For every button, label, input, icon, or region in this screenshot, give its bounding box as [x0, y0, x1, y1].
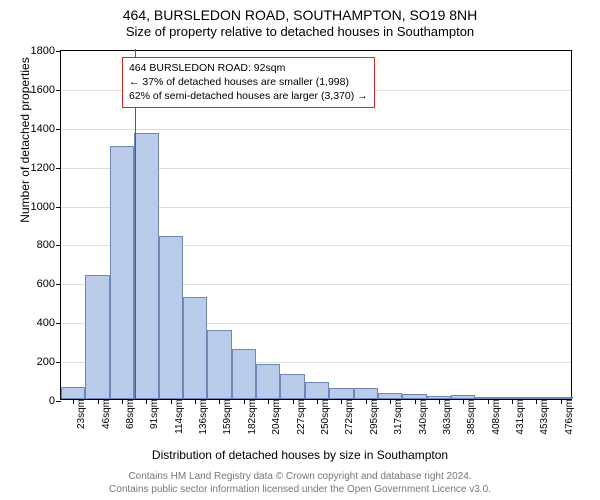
x-tick-label: 136sqm	[196, 399, 209, 435]
x-tick-mark	[219, 399, 220, 404]
x-tick-label: 46sqm	[99, 399, 112, 429]
histogram-bar	[207, 330, 231, 399]
x-tick-label: 91sqm	[147, 399, 160, 429]
y-tick-mark	[56, 245, 61, 246]
x-tick-mark	[293, 399, 294, 404]
x-tick-mark	[171, 399, 172, 404]
x-tick-mark	[439, 399, 440, 404]
grid-line	[61, 129, 571, 130]
y-tick-mark	[56, 323, 61, 324]
y-tick-mark	[56, 284, 61, 285]
x-tick-mark	[415, 399, 416, 404]
x-tick-label: 227sqm	[294, 399, 307, 435]
page-title: 464, BURSLEDON ROAD, SOUTHAMPTON, SO19 8…	[0, 0, 600, 24]
x-tick-label: 204sqm	[269, 399, 282, 435]
x-tick-mark	[390, 399, 391, 404]
x-tick-mark	[122, 399, 123, 404]
histogram-bar	[354, 388, 378, 399]
histogram-bar	[305, 382, 329, 400]
x-tick-label: 363sqm	[440, 399, 453, 435]
x-tick-mark	[512, 399, 513, 404]
x-tick-label: 408sqm	[489, 399, 502, 435]
x-tick-mark	[195, 399, 196, 404]
histogram-plot: 02004006008001000120014001600180023sqm46…	[60, 50, 572, 400]
x-tick-mark	[561, 399, 562, 404]
y-tick-mark	[56, 90, 61, 91]
histogram-bar	[232, 349, 256, 399]
x-tick-mark	[317, 399, 318, 404]
x-tick-mark	[268, 399, 269, 404]
x-axis-label: Distribution of detached houses by size …	[0, 448, 600, 462]
x-tick-mark	[536, 399, 537, 404]
x-tick-label: 431sqm	[513, 399, 526, 435]
page-subtitle: Size of property relative to detached ho…	[0, 24, 600, 43]
footer-line: Contains public sector information licen…	[0, 483, 600, 496]
annotation-box: 464 BURSLEDON ROAD: 92sqm← 37% of detach…	[122, 57, 375, 108]
x-tick-mark	[146, 399, 147, 404]
x-tick-mark	[341, 399, 342, 404]
histogram-bar	[329, 388, 353, 399]
histogram-bar	[134, 133, 158, 399]
x-tick-label: 476sqm	[562, 399, 575, 435]
attribution-footer: Contains HM Land Registry data © Crown c…	[0, 470, 600, 496]
x-tick-mark	[98, 399, 99, 404]
x-tick-mark	[366, 399, 367, 404]
histogram-bar	[280, 374, 304, 399]
x-tick-label: 114sqm	[172, 399, 185, 434]
x-tick-label: 250sqm	[318, 399, 331, 435]
annotation-line: ← 37% of detached houses are smaller (1,…	[129, 75, 368, 89]
histogram-bar	[159, 236, 183, 399]
y-tick-mark	[56, 362, 61, 363]
x-tick-label: 295sqm	[367, 399, 380, 435]
histogram-bar	[183, 297, 207, 399]
y-tick-mark	[56, 401, 61, 402]
y-tick-mark	[56, 168, 61, 169]
y-tick-mark	[56, 129, 61, 130]
x-tick-label: 23sqm	[74, 399, 87, 429]
x-tick-mark	[244, 399, 245, 404]
annotation-line: 464 BURSLEDON ROAD: 92sqm	[129, 61, 368, 75]
x-tick-label: 317sqm	[391, 399, 404, 435]
x-tick-label: 68sqm	[123, 399, 136, 429]
annotation-line: 62% of semi-detached houses are larger (…	[129, 89, 368, 103]
footer-line: Contains HM Land Registry data © Crown c…	[0, 470, 600, 483]
histogram-bar	[85, 275, 109, 399]
y-axis-label: Number of detached properties	[18, 0, 32, 315]
histogram-bar	[110, 146, 134, 399]
x-tick-label: 272sqm	[342, 399, 355, 435]
histogram-bar	[256, 364, 280, 399]
x-tick-mark	[73, 399, 74, 404]
x-tick-label: 340sqm	[416, 399, 429, 435]
x-tick-label: 182sqm	[245, 399, 258, 435]
histogram-bar	[61, 387, 85, 399]
x-tick-label: 453sqm	[537, 399, 550, 435]
y-tick-mark	[56, 207, 61, 208]
x-tick-label: 159sqm	[220, 399, 233, 435]
x-tick-mark	[488, 399, 489, 404]
y-tick-mark	[56, 51, 61, 52]
x-tick-label: 385sqm	[464, 399, 477, 435]
x-tick-mark	[463, 399, 464, 404]
